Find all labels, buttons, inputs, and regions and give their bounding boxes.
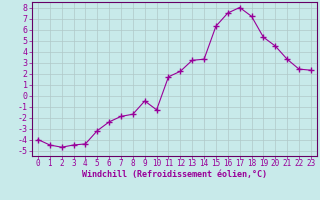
X-axis label: Windchill (Refroidissement éolien,°C): Windchill (Refroidissement éolien,°C) <box>82 170 267 179</box>
